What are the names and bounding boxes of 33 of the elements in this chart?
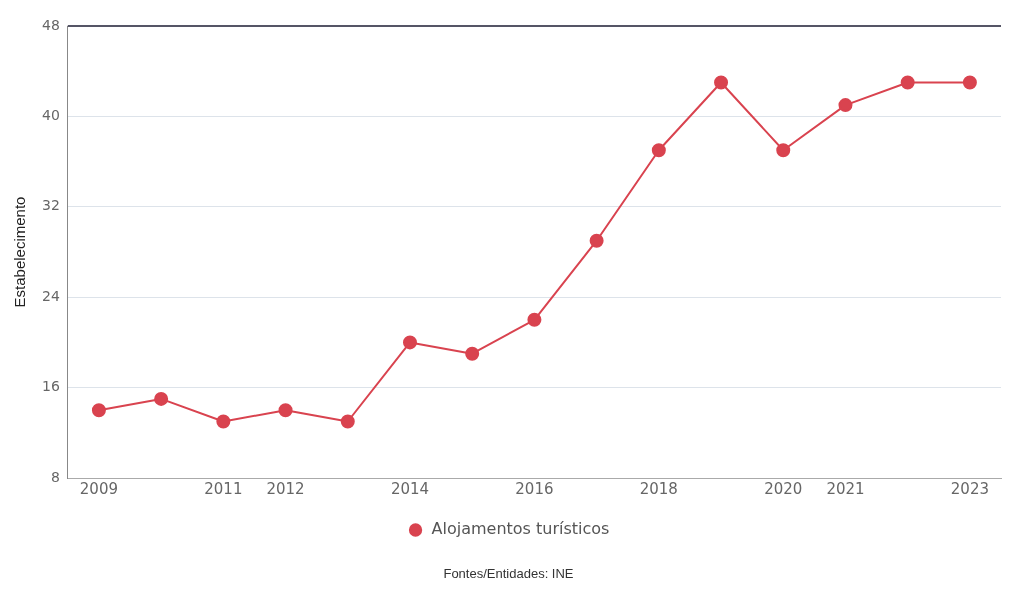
y-tick-label: 16 bbox=[41, 378, 60, 395]
point bbox=[154, 391, 169, 406]
point bbox=[278, 403, 293, 418]
y-tick-label: 48 bbox=[41, 16, 60, 33]
x-tick-label: 2016 bbox=[515, 479, 554, 498]
x-tick-label: 2021 bbox=[826, 479, 865, 498]
point bbox=[589, 233, 604, 248]
point bbox=[402, 335, 417, 350]
y-tick-label: 32 bbox=[41, 197, 60, 214]
point bbox=[465, 346, 480, 361]
x-tick-label: 2014 bbox=[390, 479, 430, 498]
point bbox=[527, 312, 542, 327]
point bbox=[714, 75, 729, 90]
text: Fontes/Entidades: INE bbox=[442, 566, 575, 581]
point bbox=[340, 414, 355, 429]
x-tick-label: 2020 bbox=[764, 479, 803, 498]
y-tick-label: 8 bbox=[50, 468, 60, 485]
point bbox=[776, 143, 791, 158]
y-axis-title: Estabelecimento bbox=[11, 196, 29, 308]
point bbox=[838, 98, 853, 113]
point bbox=[962, 75, 977, 90]
legend-label: Alojamentos turísticos bbox=[431, 519, 610, 539]
y-tick-label: 24 bbox=[41, 287, 60, 304]
x-tick-label: 2011 bbox=[204, 479, 243, 498]
x-tick-label: 2018 bbox=[639, 479, 678, 498]
point bbox=[91, 403, 106, 418]
x-tick-label: 2012 bbox=[266, 479, 305, 498]
point bbox=[216, 414, 231, 429]
point bbox=[651, 143, 666, 158]
x-tick-label: 2009 bbox=[79, 479, 119, 498]
point bbox=[900, 75, 915, 90]
y-tick-label: 40 bbox=[41, 107, 60, 124]
x-tick-label: 2023 bbox=[950, 479, 989, 498]
